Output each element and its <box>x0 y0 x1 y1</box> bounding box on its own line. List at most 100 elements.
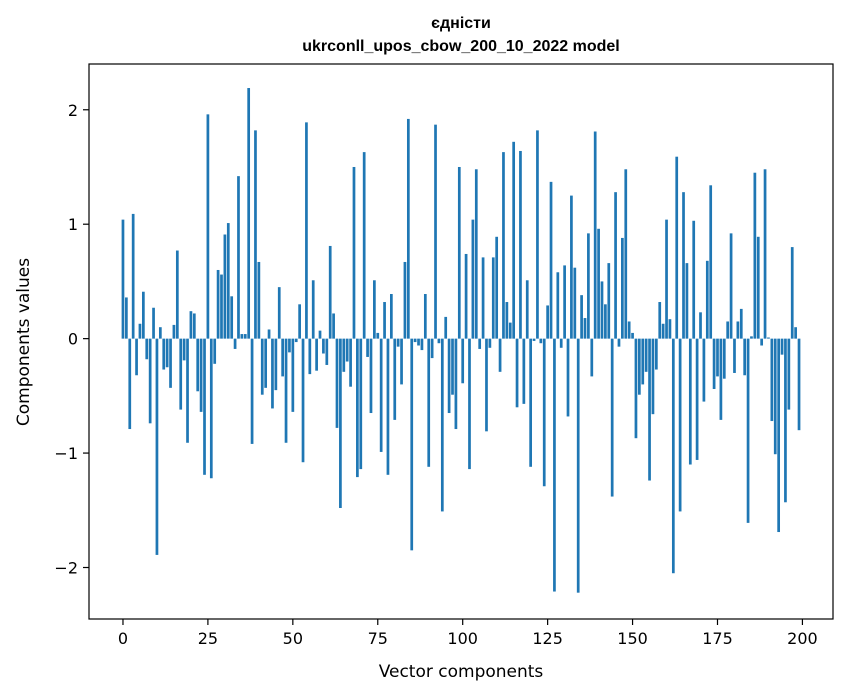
bar-component-181 <box>736 321 740 339</box>
bar-component-4 <box>135 338 138 376</box>
bar-component-98 <box>454 338 458 430</box>
bar-component-63 <box>335 338 339 428</box>
bar-component-188 <box>760 338 764 346</box>
bar-component-115 <box>512 141 516 339</box>
x-tick-label: 175 <box>702 629 733 648</box>
bar-component-150 <box>631 332 634 339</box>
bar-component-196 <box>787 338 791 410</box>
bar-component-139 <box>593 131 597 339</box>
bar-component-27 <box>213 338 217 364</box>
bar-component-42 <box>264 338 268 388</box>
bar-component-101 <box>464 253 468 339</box>
y-tick-label: 0 <box>68 330 78 349</box>
bar-component-193 <box>777 338 781 533</box>
bar-component-23 <box>199 338 203 412</box>
bar-component-28 <box>216 269 220 339</box>
y-axis-ticks: −2 −1 0 1 2 <box>54 101 89 578</box>
bar-component-137 <box>587 233 590 339</box>
x-axis-label: Vector components <box>379 662 544 682</box>
bar-component-59 <box>322 338 325 354</box>
bar-component-26 <box>209 338 213 479</box>
y-tick-label: −1 <box>54 444 78 463</box>
bar-component-61 <box>328 245 332 339</box>
bar-component-87 <box>417 338 420 346</box>
bar-component-25 <box>206 114 210 339</box>
bar-component-126 <box>549 181 553 339</box>
bar-component-83 <box>403 261 407 339</box>
bar-component-8 <box>148 338 152 424</box>
x-tick-label: 25 <box>198 629 218 648</box>
bar-component-148 <box>624 169 628 339</box>
bar-component-79 <box>389 294 393 339</box>
bar-component-52 <box>298 304 301 339</box>
bar-component-168 <box>692 220 696 339</box>
bar-component-170 <box>699 312 702 339</box>
bar-component-128 <box>556 272 560 339</box>
bar-component-192 <box>773 338 777 455</box>
bar-component-176 <box>719 338 723 420</box>
bar-component-143 <box>607 263 611 339</box>
bar-component-13 <box>165 338 169 368</box>
bar-component-166 <box>685 263 689 339</box>
bar-component-0 <box>121 219 125 339</box>
bar-component-94 <box>440 338 444 512</box>
bar-component-19 <box>186 338 189 443</box>
bar-component-37 <box>247 88 251 339</box>
bar-component-116 <box>515 338 519 408</box>
bar-component-108 <box>488 338 492 348</box>
bar-component-180 <box>733 338 736 373</box>
bar-component-47 <box>281 338 285 377</box>
bar-component-54 <box>305 122 308 339</box>
bar-component-16 <box>175 250 179 339</box>
y-tick-label: −2 <box>54 559 78 578</box>
bar-component-186 <box>753 172 757 339</box>
bar-component-21 <box>192 313 196 339</box>
bar-component-32 <box>230 296 234 339</box>
y-tick-label: 1 <box>68 215 78 234</box>
bars-group <box>121 88 801 593</box>
bar-component-124 <box>542 338 546 487</box>
bar-component-22 <box>196 338 200 392</box>
bar-component-14 <box>169 338 172 388</box>
bar-component-175 <box>716 338 719 377</box>
x-tick-label: 75 <box>368 629 388 648</box>
bar-component-110 <box>495 236 499 339</box>
bar-component-103 <box>471 219 475 339</box>
x-tick-label: 0 <box>118 629 128 648</box>
x-tick-label: 150 <box>617 629 648 648</box>
bar-component-173 <box>709 185 713 339</box>
bar-component-107 <box>485 338 488 432</box>
bar-component-155 <box>648 338 651 481</box>
bar-component-161 <box>668 319 672 339</box>
bar-component-96 <box>447 338 451 414</box>
bar-component-65 <box>342 338 346 372</box>
bar-component-189 <box>763 169 767 339</box>
bar-component-152 <box>637 338 641 395</box>
bar-component-3 <box>131 213 135 339</box>
bar-component-183 <box>743 338 747 376</box>
bar-component-77 <box>383 302 386 339</box>
bar-component-171 <box>702 338 706 402</box>
bar-component-105 <box>478 338 482 349</box>
y-tick-label: 2 <box>68 101 78 120</box>
bar-component-88 <box>420 338 424 351</box>
bar-component-165 <box>682 192 685 339</box>
bar-component-178 <box>726 321 730 339</box>
bar-component-49 <box>288 338 291 353</box>
bar-component-197 <box>790 247 794 339</box>
bar-component-120 <box>529 338 533 467</box>
bar-component-29 <box>220 274 223 339</box>
bar-component-141 <box>600 281 604 339</box>
bar-component-123 <box>539 338 543 344</box>
bar-component-164 <box>678 338 682 512</box>
bar-component-95 <box>444 316 448 339</box>
bar-component-67 <box>349 338 352 387</box>
bar-component-114 <box>508 322 512 339</box>
bar-component-74 <box>373 280 376 339</box>
bar-component-149 <box>627 321 631 339</box>
bar-component-43 <box>267 329 271 339</box>
bar-component-144 <box>610 338 614 497</box>
bar-component-122 <box>536 130 539 339</box>
y-axis-label: Components values <box>14 258 34 426</box>
bar-component-38 <box>250 338 254 444</box>
